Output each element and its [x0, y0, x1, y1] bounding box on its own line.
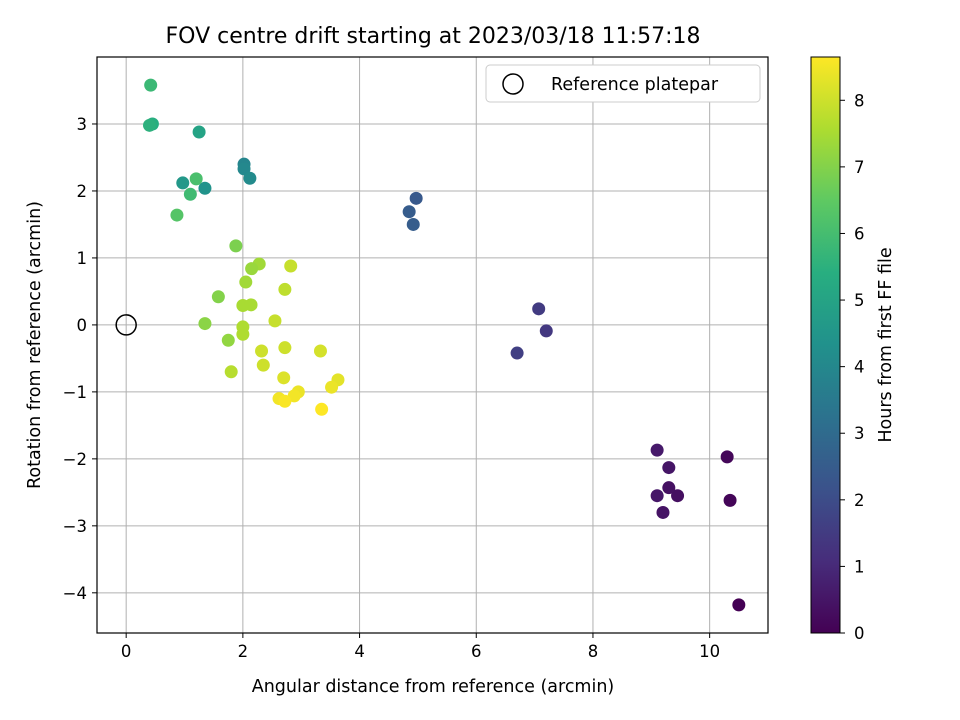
- x-tick-label: 10: [699, 642, 720, 661]
- data-point: [313, 344, 327, 358]
- x-tick-label: 0: [121, 642, 132, 661]
- data-point: [650, 443, 664, 457]
- colorbar-tick-label: 4: [854, 358, 865, 377]
- grid-lines: [97, 57, 768, 633]
- y-tick-label: −3: [63, 517, 87, 536]
- colorbar-label: Hours from first FF file: [876, 247, 896, 442]
- data-point: [183, 187, 197, 201]
- y-tick-label: −4: [63, 584, 87, 603]
- data-points: [143, 78, 746, 612]
- data-point: [510, 346, 524, 360]
- data-point: [245, 262, 259, 276]
- data-point: [198, 317, 212, 331]
- x-tick-label: 4: [354, 642, 365, 661]
- data-point: [237, 162, 251, 176]
- colorbar-tick-label: 5: [854, 291, 865, 310]
- data-point: [732, 598, 746, 612]
- y-axis-ticks: −4 −3 −2 −1 0 1 2 3: [63, 115, 97, 603]
- data-point: [656, 505, 670, 519]
- data-point: [243, 171, 257, 185]
- legend-label-reference-platepar: Reference platepar: [551, 75, 719, 95]
- data-point: [325, 380, 339, 394]
- colorbar-tick-label: 3: [854, 424, 865, 443]
- data-point: [723, 493, 737, 507]
- colorbar-tick-label: 7: [854, 158, 865, 177]
- data-point: [244, 298, 258, 312]
- data-point: [239, 275, 253, 289]
- data-point: [255, 344, 269, 358]
- data-point: [189, 172, 203, 186]
- x-axis-label: Angular distance from reference (arcmin): [252, 677, 615, 697]
- data-point: [192, 125, 206, 139]
- data-point: [662, 481, 676, 495]
- y-tick-label: 3: [77, 115, 88, 134]
- data-point: [315, 402, 329, 416]
- data-point: [144, 78, 158, 92]
- colorbar: 0 1 2 3 4 5 6 7 8 Hours from first FF file: [810, 56, 896, 643]
- colorbar-tick-label: 8: [854, 91, 865, 110]
- data-point: [236, 327, 250, 341]
- data-point: [221, 333, 235, 347]
- x-tick-label: 2: [238, 642, 249, 661]
- data-point: [256, 358, 270, 372]
- data-point: [720, 450, 734, 464]
- colorbar-tick-label: 2: [854, 491, 865, 510]
- y-tick-label: 1: [77, 249, 88, 268]
- y-tick-label: 0: [77, 316, 88, 335]
- data-point: [143, 118, 157, 132]
- data-point: [662, 461, 676, 475]
- data-point: [229, 239, 243, 253]
- legend: Reference platepar: [485, 64, 761, 103]
- data-point: [539, 324, 553, 338]
- legend-box: [485, 64, 761, 103]
- y-axis-label: Rotation from reference (arcmin): [25, 201, 45, 489]
- x-axis-ticks: 0 2 4 6 8 10: [121, 633, 720, 661]
- y-tick-label: 2: [77, 182, 88, 201]
- data-point: [211, 290, 225, 304]
- data-point: [176, 176, 190, 190]
- data-point: [278, 394, 292, 408]
- data-point: [402, 205, 416, 219]
- data-point: [278, 282, 292, 296]
- data-point: [170, 208, 184, 222]
- colorbar-ticks: 0 1 2 3 4 5 6 7 8: [840, 91, 865, 643]
- data-point: [198, 181, 212, 195]
- data-point: [406, 217, 420, 231]
- x-tick-label: 6: [471, 642, 482, 661]
- colorbar-gradient: [810, 56, 841, 634]
- data-point: [409, 191, 423, 205]
- data-point: [224, 365, 238, 379]
- plot-frame: [96, 56, 769, 634]
- colorbar-tick-label: 6: [854, 224, 865, 243]
- data-point: [650, 489, 664, 503]
- data-point: [532, 302, 546, 316]
- data-point: [277, 371, 291, 385]
- y-tick-label: −1: [63, 383, 87, 402]
- data-point: [284, 259, 298, 273]
- data-point: [268, 314, 282, 328]
- reference-platepar-marker: [115, 314, 137, 336]
- y-tick-label: −2: [63, 450, 87, 469]
- chart-title: FOV centre drift starting at 2023/03/18 …: [166, 24, 701, 49]
- x-tick-label: 8: [588, 642, 599, 661]
- colorbar-tick-label: 1: [854, 557, 865, 576]
- data-point: [671, 489, 685, 503]
- data-point: [278, 341, 292, 355]
- legend-reference-icon: [502, 73, 524, 95]
- colorbar-tick-label: 0: [854, 624, 865, 643]
